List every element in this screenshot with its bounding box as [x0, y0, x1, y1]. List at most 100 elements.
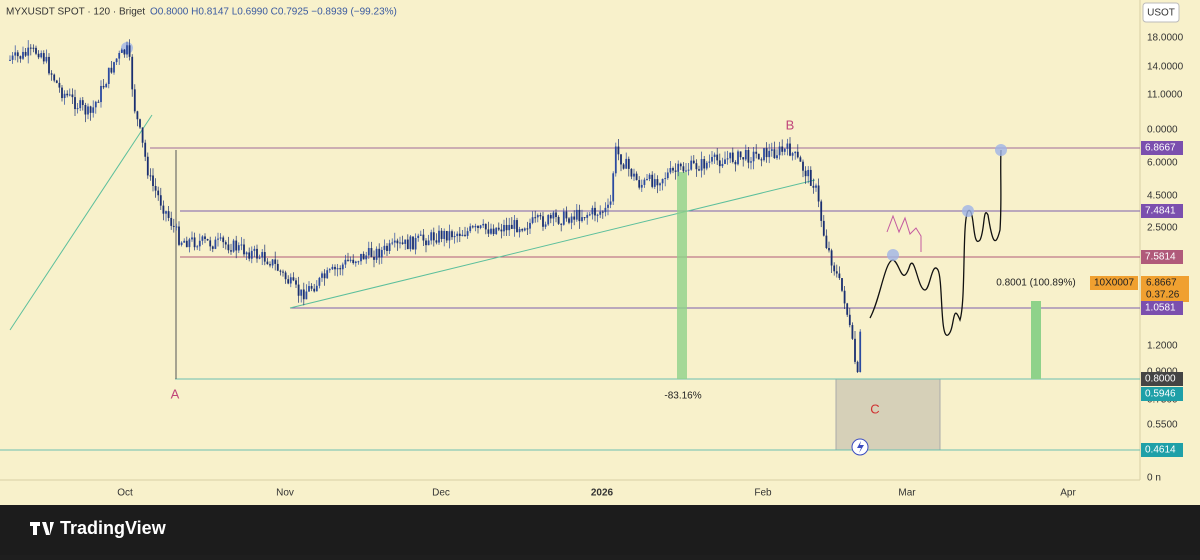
- candle-body: [448, 231, 451, 241]
- candle-body: [568, 218, 570, 223]
- price-tag: [1141, 443, 1183, 457]
- candle-body: [471, 226, 474, 228]
- candle-body: [651, 174, 654, 187]
- candle-body: [841, 278, 843, 291]
- candle-body: [94, 101, 97, 108]
- candle-body: [656, 179, 659, 186]
- candle-body: [770, 149, 773, 151]
- candle-body: [79, 100, 82, 109]
- candle-body: [755, 151, 758, 154]
- candle-body: [157, 190, 160, 196]
- candle-body: [490, 228, 492, 234]
- candle-body: [565, 211, 568, 219]
- range-box: [835, 378, 941, 451]
- candle-body: [419, 234, 422, 236]
- candle-body: [692, 160, 695, 164]
- candle-body: [279, 270, 282, 272]
- candle-body: [542, 216, 544, 227]
- candle-body: [640, 184, 643, 188]
- candle-body: [802, 161, 804, 171]
- candle-body: [560, 223, 563, 225]
- candle-body: [152, 175, 154, 186]
- candle-body: [705, 162, 708, 169]
- candle-body: [588, 214, 591, 216]
- candle-body: [128, 45, 131, 57]
- time-axis-label: Apr: [1060, 488, 1076, 499]
- candle-body: [716, 154, 719, 161]
- candle-body: [81, 100, 84, 106]
- candle-body: [443, 230, 446, 239]
- candle-body: [258, 257, 261, 259]
- candle-body: [240, 244, 243, 246]
- candle-body: [562, 211, 565, 225]
- measure-label: -83.16%: [664, 391, 701, 402]
- candle-body: [804, 170, 807, 177]
- candle-body: [334, 266, 336, 270]
- candle-body: [29, 47, 32, 49]
- candle-body: [757, 153, 760, 160]
- candle-body: [256, 248, 258, 259]
- candle-body: [669, 168, 672, 173]
- candle-body: [776, 155, 778, 159]
- candle-body: [534, 217, 537, 219]
- candle-body: [742, 157, 745, 160]
- candle-body: [666, 172, 669, 179]
- candle-body: [344, 259, 347, 265]
- candle-body: [822, 220, 825, 236]
- candle-body: [781, 146, 784, 152]
- candle-body: [136, 111, 139, 120]
- candle-body: [113, 62, 115, 73]
- candle-body: [458, 233, 461, 237]
- candle-body: [68, 94, 71, 96]
- candle-body: [206, 239, 209, 241]
- candle-body: [386, 245, 388, 251]
- candle-body: [604, 207, 607, 213]
- candle-body: [24, 51, 27, 56]
- candle-body: [204, 236, 206, 240]
- candle-body: [76, 108, 79, 110]
- candle-body: [708, 161, 711, 163]
- candle-body: [497, 227, 500, 230]
- candle-body: [318, 277, 321, 286]
- candle-body: [830, 250, 833, 266]
- candle-body: [508, 224, 511, 231]
- candle-body: [783, 148, 786, 152]
- price-axis-label: 2.5000: [1147, 223, 1178, 234]
- trend-line: [289, 179, 816, 309]
- candle-body: [287, 279, 290, 284]
- candle-body: [440, 230, 443, 239]
- candle-body: [297, 284, 300, 296]
- candle-body: [162, 205, 165, 214]
- candle-body: [596, 214, 599, 216]
- price-axis-label: 4.5000: [1147, 191, 1178, 202]
- event-icon-bolt: [857, 441, 864, 453]
- candle-body: [789, 143, 791, 156]
- candle-body: [100, 85, 102, 103]
- candle-body: [302, 289, 305, 300]
- candle-body: [188, 239, 191, 248]
- order-timer: 0.37.26: [1146, 290, 1180, 301]
- candle-body: [71, 94, 74, 98]
- candle-body: [539, 215, 542, 217]
- candle-body: [87, 106, 89, 115]
- measure-bar: [677, 172, 687, 379]
- candle-body: [747, 149, 750, 163]
- candle-body: [544, 224, 547, 227]
- candle-body: [523, 228, 526, 231]
- candle-body: [42, 53, 45, 62]
- candle-body: [599, 211, 602, 215]
- candle-body: [763, 148, 765, 161]
- candle-body: [477, 225, 479, 229]
- currency-button[interactable]: [1142, 2, 1180, 23]
- measure-bar: [1031, 301, 1041, 379]
- candle-body: [474, 225, 477, 228]
- candle-body: [425, 240, 427, 246]
- candle-body: [118, 52, 121, 59]
- price-tag: [1141, 141, 1183, 155]
- candle-body: [526, 228, 529, 230]
- candle-body: [570, 216, 573, 223]
- candle-body: [685, 170, 687, 172]
- candle-body: [445, 230, 448, 241]
- candle-body: [495, 227, 498, 235]
- candle-body: [854, 338, 856, 362]
